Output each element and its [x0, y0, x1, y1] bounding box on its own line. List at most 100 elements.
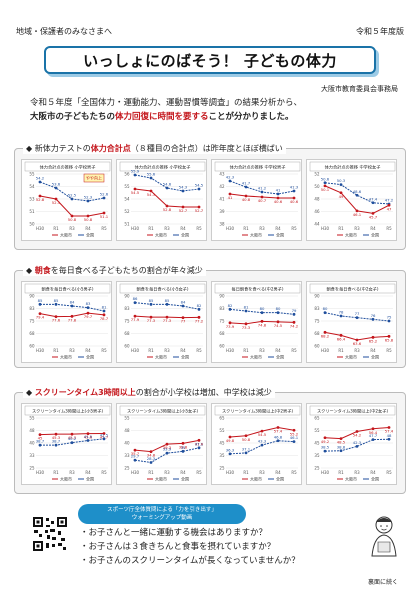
- data-label: 74.5: [274, 323, 283, 328]
- data-label: 77: [181, 319, 186, 324]
- line-chart: 体力合計点の推移 中学校男子 38 39 41 42 43 H30 R1 R3 R4 R5 42.3 4…: [214, 161, 301, 238]
- line-chart: 朝食を毎日食べる(小5女子) 60 68 75 83 90 H30 R1 R3 R4 R5 86 85 8…: [119, 283, 206, 360]
- series-line: [40, 438, 105, 446]
- y-tick-label: 60: [219, 344, 225, 349]
- y-tick-label: 33: [124, 453, 130, 458]
- data-point: [371, 201, 375, 205]
- data-label: 48.6: [353, 189, 362, 194]
- data-label: 74.2: [290, 323, 299, 328]
- data-label: 52.7: [179, 208, 188, 213]
- data-point: [102, 432, 106, 435]
- data-point: [86, 306, 90, 310]
- data-label: 40.8: [242, 197, 251, 202]
- y-tick-label: 75: [219, 319, 225, 324]
- x-tick-label: R3: [164, 226, 170, 231]
- data-label: 40.2: [68, 436, 77, 441]
- data-point: [339, 314, 343, 318]
- data-point: [38, 194, 42, 198]
- data-point: [165, 442, 169, 446]
- y-tick-label: 53: [29, 197, 35, 202]
- data-point: [371, 211, 375, 215]
- annotation-label: やや向上: [86, 175, 102, 181]
- data-label: 52.8: [36, 197, 45, 202]
- line-chart: 体力合計点の推移 中学校女子 44 46 48 50 52 H30 R1 R3 R4 R5 50.6 5…: [309, 161, 396, 238]
- data-point: [54, 302, 58, 306]
- data-label: 77.8: [68, 317, 77, 322]
- data-point: [38, 312, 42, 316]
- data-label: 84: [70, 300, 75, 305]
- data-label: 80: [260, 306, 265, 311]
- chart-slot: 体力合計点の推移 中学校男子 38 39 41 42 43 H30 R1 R3 R4 R5 42.3 4…: [211, 159, 302, 241]
- data-label: 40.7: [258, 198, 267, 203]
- data-point: [276, 320, 280, 324]
- x-tick-label: R4: [275, 470, 281, 475]
- y-tick-label: 65: [314, 416, 320, 421]
- data-label: 50.8: [242, 437, 251, 442]
- warmup-video-bubble[interactable]: スポーツ庁全体質問による「力を引き出す」 ウォーミングアップ動画: [78, 504, 246, 524]
- y-tick-label: 25: [124, 466, 130, 471]
- y-tick-label: 55: [124, 184, 130, 189]
- y-tick-label: 43: [219, 172, 225, 177]
- y-tick-label: 83: [29, 306, 35, 311]
- data-point: [86, 432, 90, 436]
- data-point: [165, 302, 169, 306]
- data-point: [149, 315, 153, 319]
- legend-label: 全国: [181, 354, 189, 360]
- section-title-pre: ◆ 新体力テストの: [26, 144, 91, 153]
- x-tick-label: R1: [53, 470, 59, 475]
- data-label: 85: [54, 298, 59, 303]
- chart-title: 体力合計点の推移 小学校男子: [40, 164, 96, 171]
- chart-title-box: [24, 405, 111, 416]
- data-label: 35.7: [131, 451, 140, 456]
- data-label: 80: [323, 306, 328, 311]
- data-label: 37.1: [242, 446, 251, 451]
- data-point: [355, 209, 359, 213]
- data-point: [292, 320, 296, 324]
- y-tick-label: 60: [29, 344, 35, 349]
- x-tick-label: R3: [354, 348, 360, 353]
- data-point: [197, 187, 201, 191]
- data-label: 79: [292, 308, 297, 313]
- x-tick-label: R1: [53, 226, 59, 231]
- data-label: 42.3: [353, 440, 362, 445]
- data-point: [197, 315, 201, 319]
- y-tick-label: 83: [314, 306, 320, 311]
- y-tick-label: 41: [219, 197, 225, 202]
- data-point: [133, 173, 137, 177]
- x-tick-label: R4: [370, 348, 376, 353]
- data-label: 52.6: [100, 192, 109, 197]
- y-tick-label: 68: [29, 331, 35, 336]
- breakfast-section-title: ◆ 朝食を毎日食べる子どもたちの割合が年々減少: [23, 265, 206, 276]
- screentime-charts: スクリーンタイム3時間以上(小5男子) 25 33 40 48 55 H30 R1 R3 R4 R5…: [21, 403, 397, 485]
- data-label: 54.5: [195, 183, 204, 188]
- x-tick-label: R3: [164, 348, 170, 353]
- data-point: [102, 196, 106, 200]
- data-label: 47: [387, 206, 392, 211]
- data-point: [38, 302, 42, 306]
- qr-code-icon[interactable]: [32, 516, 68, 552]
- y-tick-label: 35: [314, 453, 320, 458]
- data-label: 78: [339, 310, 344, 315]
- line-chart: スクリーンタイム3時間以上(小5男子) 25 33 40 48 55 H30 R1 R3 R4 R5…: [24, 405, 111, 482]
- data-label: 46.1: [353, 212, 362, 217]
- legend-label: 全国: [371, 354, 379, 360]
- chart-title: スクリーンタイム3時間以上(小5男子): [32, 408, 103, 415]
- x-tick-label: R1: [148, 226, 154, 231]
- chart-title: スクリーンタイム3時間以上(中2男子): [222, 408, 293, 415]
- data-label: 73.9: [226, 324, 235, 329]
- data-point: [244, 322, 248, 326]
- y-tick-label: 38: [219, 222, 225, 227]
- chart-title-box: [119, 161, 206, 172]
- x-tick-label: H30: [226, 226, 235, 231]
- chart-title: スクリーンタイム3時間以上(小5女子): [127, 408, 198, 415]
- data-point: [70, 197, 74, 201]
- y-tick-label: 44: [314, 222, 320, 227]
- data-point: [165, 186, 169, 190]
- data-label: 56.4: [369, 430, 378, 435]
- data-label: 81: [102, 305, 107, 310]
- data-label: 55.9: [131, 169, 140, 174]
- y-tick-label: 90: [29, 294, 35, 299]
- legend-label: 全国: [86, 232, 94, 238]
- data-label: 65.2: [369, 338, 378, 343]
- legend-label: 全国: [371, 232, 379, 238]
